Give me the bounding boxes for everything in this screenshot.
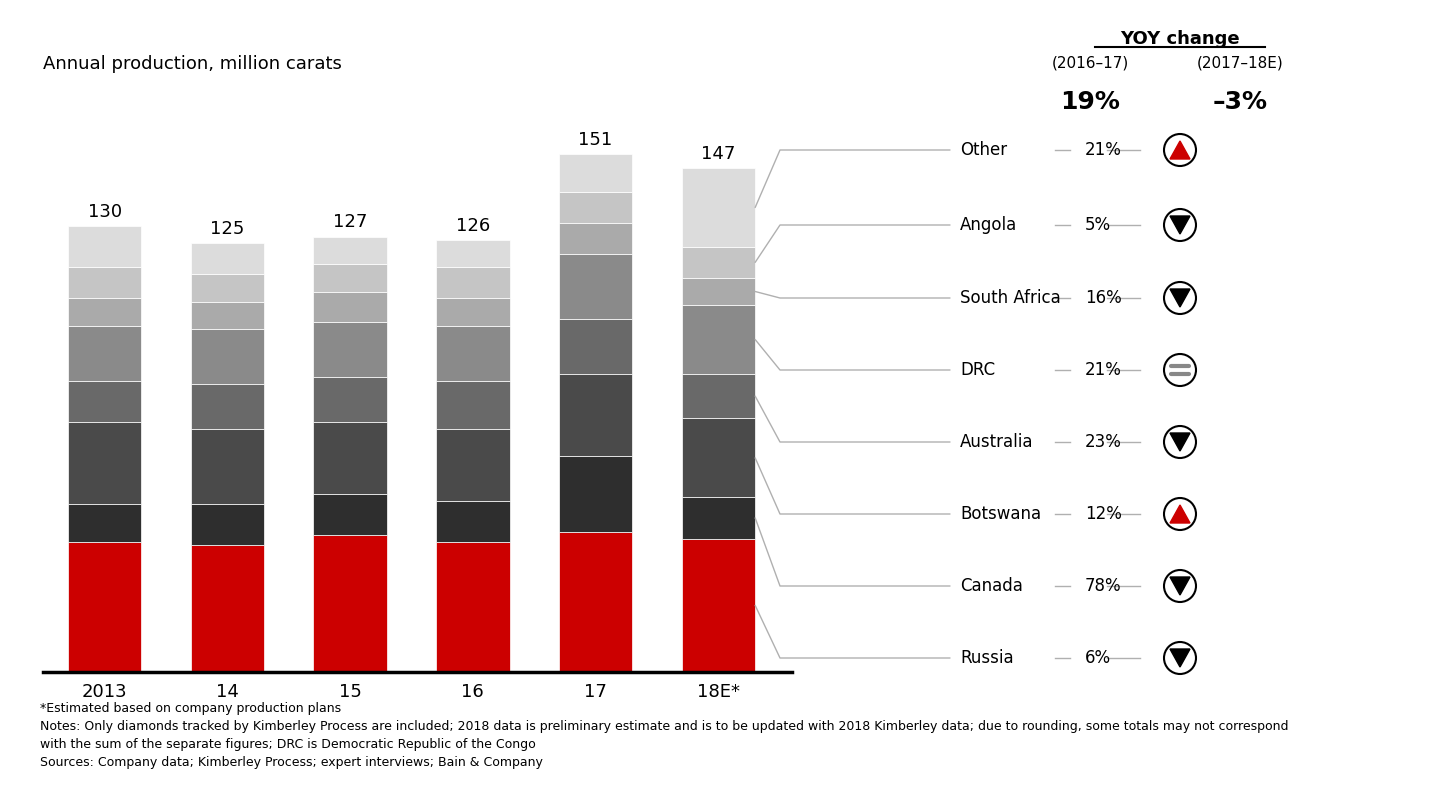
Bar xyxy=(68,504,141,542)
Text: 19%: 19% xyxy=(1060,90,1120,114)
Text: Canada: Canada xyxy=(960,577,1022,595)
Bar xyxy=(559,254,632,319)
Text: 78%: 78% xyxy=(1084,577,1122,595)
Bar xyxy=(314,322,387,377)
Text: Notes: Only diamonds tracked by Kimberley Process are included; 2018 data is pre: Notes: Only diamonds tracked by Kimberle… xyxy=(40,720,1289,733)
Bar xyxy=(190,545,264,672)
Bar xyxy=(681,374,755,419)
Text: 125: 125 xyxy=(210,220,245,238)
Bar xyxy=(559,456,632,531)
Text: 23%: 23% xyxy=(1084,433,1122,451)
Bar xyxy=(559,223,632,254)
Bar xyxy=(559,374,632,456)
Text: 21%: 21% xyxy=(1084,141,1122,159)
Bar xyxy=(436,298,510,326)
Polygon shape xyxy=(1169,577,1189,595)
Text: Annual production, million carats: Annual production, million carats xyxy=(43,55,343,73)
Text: YOY change: YOY change xyxy=(1120,30,1240,48)
Bar xyxy=(190,329,264,384)
Text: with the sum of the separate figures; DRC is Democratic Republic of the Congo: with the sum of the separate figures; DR… xyxy=(40,738,536,751)
Text: DRC: DRC xyxy=(960,361,995,379)
Bar xyxy=(314,422,387,494)
Bar xyxy=(436,542,510,672)
Polygon shape xyxy=(1169,216,1189,234)
Bar xyxy=(436,240,510,267)
Text: 130: 130 xyxy=(88,203,121,221)
Text: 5%: 5% xyxy=(1084,216,1112,234)
Text: (2017–18E): (2017–18E) xyxy=(1197,55,1283,70)
Text: Other: Other xyxy=(960,141,1007,159)
Bar xyxy=(190,384,264,428)
Bar xyxy=(314,535,387,672)
Bar xyxy=(68,542,141,672)
Polygon shape xyxy=(1169,433,1189,451)
Bar xyxy=(681,168,755,247)
Text: 151: 151 xyxy=(579,131,612,149)
Bar xyxy=(190,504,264,545)
Bar xyxy=(559,192,632,223)
Text: 16%: 16% xyxy=(1084,289,1122,307)
Text: 21%: 21% xyxy=(1084,361,1122,379)
Bar xyxy=(559,154,632,192)
Text: –3%: –3% xyxy=(1212,90,1267,114)
Bar xyxy=(681,278,755,305)
Bar xyxy=(314,237,387,264)
Bar xyxy=(681,305,755,374)
Bar xyxy=(314,264,387,292)
Bar xyxy=(68,422,141,504)
Bar xyxy=(314,494,387,535)
Bar xyxy=(436,326,510,381)
Bar xyxy=(68,226,141,267)
Bar xyxy=(681,497,755,539)
Text: Russia: Russia xyxy=(960,649,1014,667)
Polygon shape xyxy=(1169,141,1189,159)
Text: 147: 147 xyxy=(701,145,736,163)
Bar xyxy=(681,419,755,497)
Bar xyxy=(68,298,141,326)
Bar xyxy=(436,381,510,428)
Bar xyxy=(436,267,510,298)
Text: 126: 126 xyxy=(455,217,490,235)
Bar xyxy=(559,531,632,672)
Bar xyxy=(681,539,755,672)
Text: Botswana: Botswana xyxy=(960,505,1041,523)
Bar xyxy=(190,244,264,275)
Text: Australia: Australia xyxy=(960,433,1034,451)
Bar xyxy=(68,381,141,422)
Text: Sources: Company data; Kimberley Process; expert interviews; Bain & Company: Sources: Company data; Kimberley Process… xyxy=(40,756,543,769)
Bar xyxy=(314,377,387,422)
Text: South Africa: South Africa xyxy=(960,289,1061,307)
Bar xyxy=(436,501,510,542)
Bar xyxy=(559,319,632,374)
Bar xyxy=(190,428,264,504)
Text: 127: 127 xyxy=(333,214,367,232)
Polygon shape xyxy=(1169,649,1189,667)
Text: 6%: 6% xyxy=(1084,649,1112,667)
Bar xyxy=(190,275,264,302)
Polygon shape xyxy=(1169,505,1189,523)
Bar xyxy=(190,302,264,329)
Text: *Estimated based on company production plans: *Estimated based on company production p… xyxy=(40,702,341,715)
Bar xyxy=(68,326,141,381)
Polygon shape xyxy=(1169,289,1189,307)
Text: 12%: 12% xyxy=(1084,505,1122,523)
Bar xyxy=(68,267,141,298)
Bar xyxy=(681,247,755,278)
Text: Angola: Angola xyxy=(960,216,1017,234)
Text: (2016–17): (2016–17) xyxy=(1051,55,1129,70)
Bar xyxy=(314,292,387,322)
Bar xyxy=(436,428,510,501)
